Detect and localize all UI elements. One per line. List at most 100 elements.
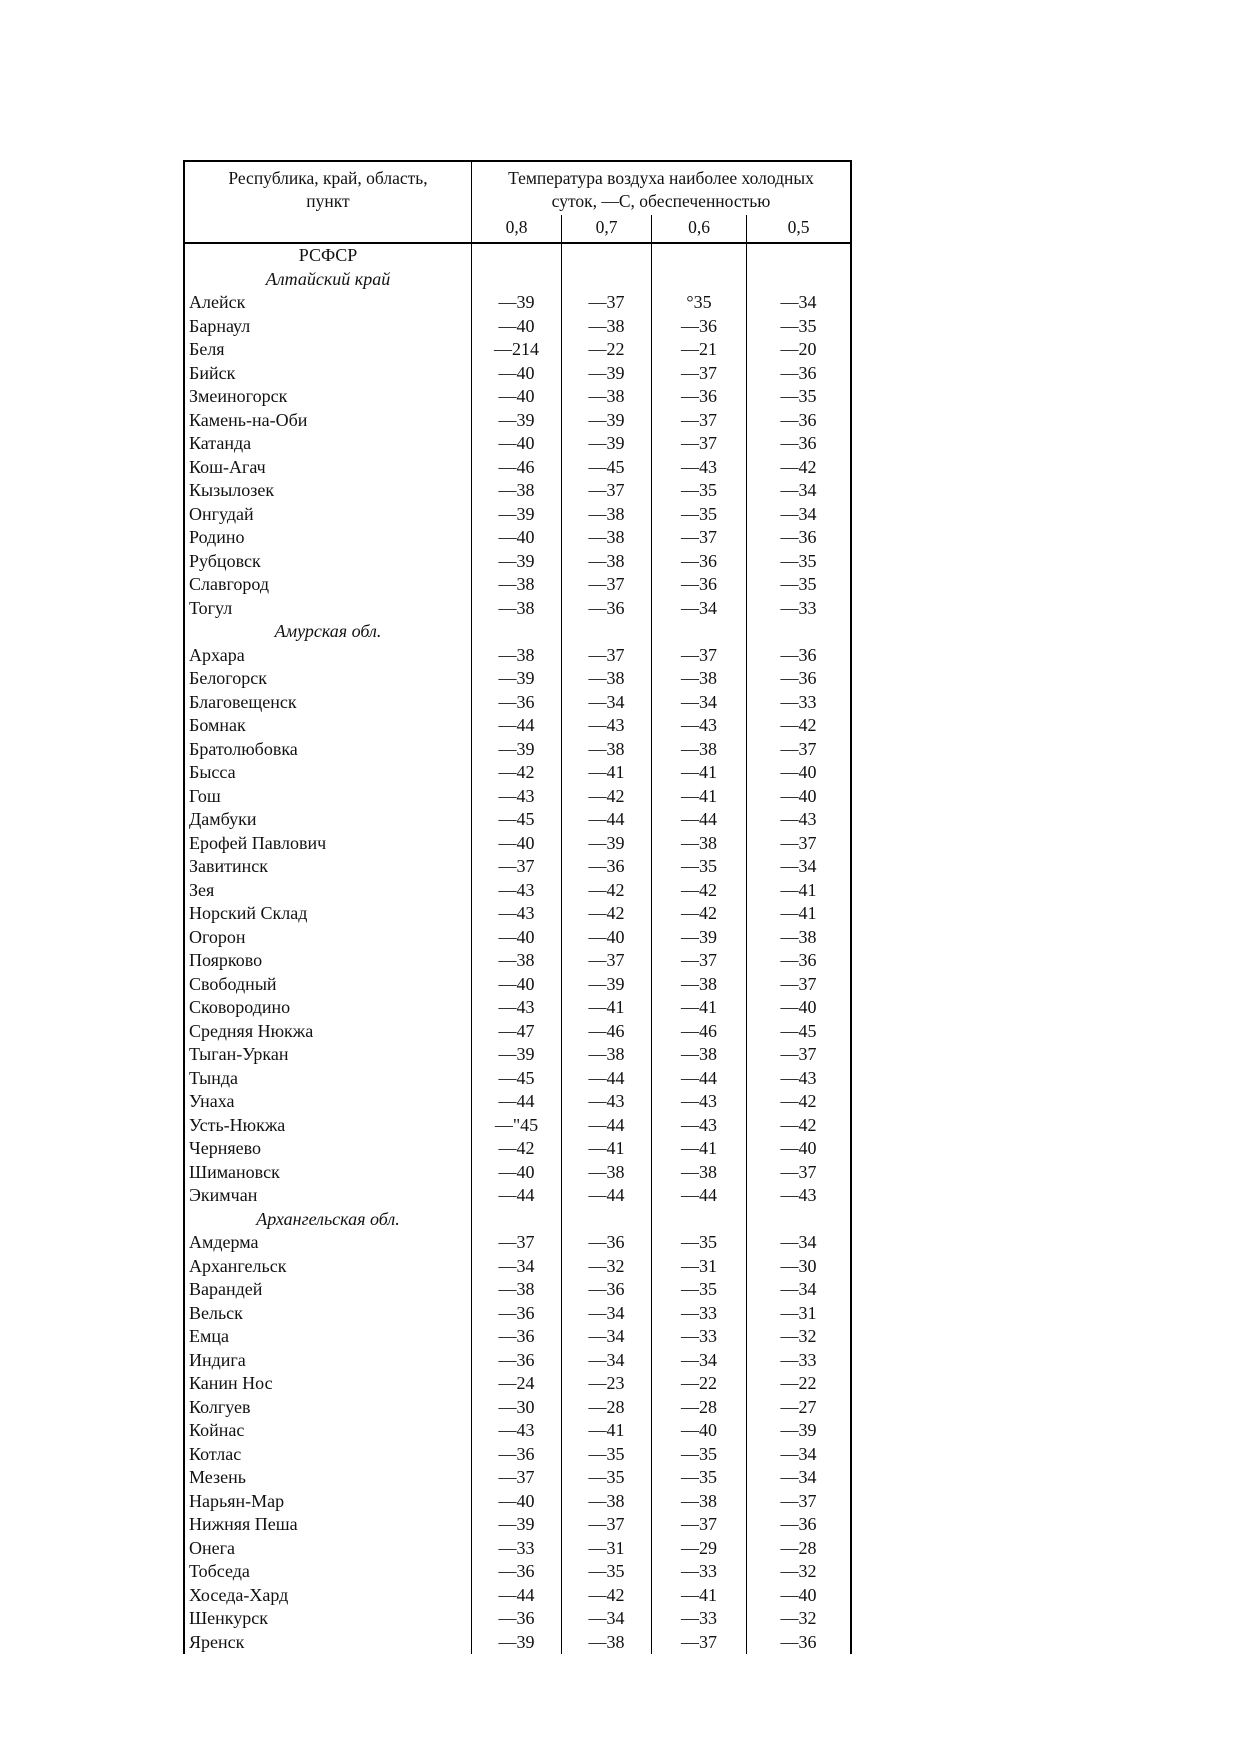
temperature-value-0_5: —36 [780,644,817,665]
place-name: Тыган-Уркан [185,1043,472,1067]
temperature-value-0_7: —38 [562,1160,652,1184]
temperature-value-0_5: —37 [780,1490,817,1511]
temperature-value-0_8: —36 [472,690,562,714]
temperature-value-0_6: —38 [652,831,747,855]
temperature-value-0_7 [562,620,652,644]
temperature-value-0_5: —37 [780,1161,817,1182]
place-name: Бомнак [185,714,472,738]
temperature-value-0_8: —39 [472,667,562,691]
temperature-value-0_6: —34 [652,690,747,714]
table-row: Дамбуки —45 —44 —44 —43 [185,808,850,832]
temperature-value-0_7: —42 [562,878,652,902]
table-row: Рубцовск —39 —38 —36 —35 [185,549,850,573]
place-name: Шенкурск [185,1607,472,1631]
temperature-value-0_5: —36 [780,1514,817,1534]
table-row: Братолюбовка —39 —38 —38 —37 [185,737,850,761]
temperature-value-0_7: —41 [562,1137,652,1161]
table-row: Бийск —40 —39 —37 —36 [185,361,850,385]
temperature-value-0_6: —35 [652,1442,747,1466]
temperature-value-0_8: —33 [472,1536,562,1560]
place-name: Тында [185,1066,472,1090]
temperature-value-0_7: —38 [562,385,652,409]
temperature-value-0_5: —32 [780,1561,817,1581]
table-row: Бомнак —44 —43 —43 —42 [185,714,850,738]
temperature-table: Республика, край, область, пункт Темпера… [183,160,852,1654]
temperature-value-0_5: —28 [780,1537,817,1558]
temperature-value-0_7: —38 [562,1043,652,1067]
table-row: Койнас —43 —41 —40 —39 [185,1419,850,1443]
temperature-value-0_6: —44 [652,1184,747,1208]
temperature-value-0_7: —37 [562,291,652,315]
section-label: Амурская обл. [185,620,472,644]
temperature-value-0_5: —31 [780,1302,817,1323]
table-row: Ерофей Павлович —40 —39 —38 —37 [185,831,850,855]
temperature-value-0_5: —39 [780,1420,817,1440]
probability-header-row: 0,8 0,7 0,6 0,5 [472,215,850,242]
place-name: Рубцовск [185,549,472,573]
temperature-value-0_6: —38 [652,1489,747,1513]
table-row: Тында —45 —44 —44 —43 [185,1066,850,1090]
temperature-value-0_7: —37 [562,1513,652,1537]
table-row: Колгуев —30 —28 —28 —27 [185,1395,850,1419]
table-row: Шенкурск —36 —34 —33 —32 [185,1607,850,1631]
place-name: Емца [185,1325,472,1349]
place-name: Завитинск [185,855,472,879]
temperature-value-0_7: —38 [562,1630,652,1654]
temperature-value-0_8: —36 [472,1560,562,1584]
temperature-value-0_5: —34 [780,292,817,312]
temperature-value-0_8: —40 [472,1489,562,1513]
place-name: Свободный [185,972,472,996]
table-row: Тобседа —36 —35 —33 —32 [185,1560,850,1584]
temperature-value-0_8: —44 [472,1184,562,1208]
table-row: Белогорск —39 —38 —38 —36 [185,667,850,691]
temperature-value-0_6: —35 [652,1231,747,1255]
temperature-value-0_5 [747,268,850,292]
place-name: Вельск [185,1301,472,1325]
temperature-value-0_8: —37 [472,855,562,879]
place-name: Родино [185,526,472,550]
place-name: Змеиногорск [185,385,472,409]
temperature-value-0_7: —40 [562,925,652,949]
temperature-value-0_5: —43 [780,809,817,829]
temperature-value-0_6: —35 [652,1278,747,1302]
temperature-value-0_8: —39 [472,502,562,526]
table-row: Онгудай —39 —38 —35 —34 [185,502,850,526]
temperature-value-0_7: —36 [562,855,652,879]
table-row: Родино —40 —38 —37 —36 [185,526,850,550]
temperature-value-0_8: —38 [472,643,562,667]
place-name: Усть-Нюкжа [185,1113,472,1137]
place-name: Яренск [185,1630,472,1654]
temperature-value-0_7: —37 [562,949,652,973]
probability-header-0_5: 0,5 [787,217,810,237]
table-body: РСФСР Алтайский край Алейск —39 —37 °35 —34 Бар… [185,244,850,1654]
temperature-value-0_6: —33 [652,1325,747,1349]
table-row: Норский Склад —43 —42 —42 —41 [185,902,850,926]
temperature-value-0_5: —34 [780,856,817,876]
temperature-value-0_7: —42 [562,1583,652,1607]
temperature-value-0_7: —37 [562,479,652,503]
temperature-value-0_5: —30 [780,1255,817,1276]
temperature-value-0_7: —39 [562,831,652,855]
temperature-header-line1: Температура воздуха наиболее холодных [508,168,814,188]
table-row: Экимчан —44 —44 —44 —43 [185,1184,850,1208]
temperature-value-0_7: —44 [562,1184,652,1208]
place-name: Беля [185,338,472,362]
section-row: Амурская обл. [185,620,850,644]
temperature-value-0_6: —41 [652,784,747,808]
table-row: Вельск —36 —34 —33 —31 [185,1301,850,1325]
temperature-value-0_6: °35 [652,291,747,315]
temperature-value-0_6: —37 [652,949,747,973]
temperature-value-0_8 [472,244,562,268]
temperature-value-0_7: —38 [562,549,652,573]
temperature-value-0_5 [747,1208,850,1232]
temperature-value-0_6: —42 [652,878,747,902]
temperature-value-0_6: —39 [652,925,747,949]
place-name: Средняя Нюкжа [185,1019,472,1043]
temperature-value-0_6: —43 [652,455,747,479]
temperature-value-0_6: —41 [652,761,747,785]
temperature-value-0_5: —42 [780,456,817,477]
temperature-value-0_7: —35 [562,1442,652,1466]
temperature-value-0_6: —29 [652,1536,747,1560]
place-name: Экимчан [185,1184,472,1208]
table-row: Амдерма —37 —36 —35 —34 [185,1231,850,1255]
